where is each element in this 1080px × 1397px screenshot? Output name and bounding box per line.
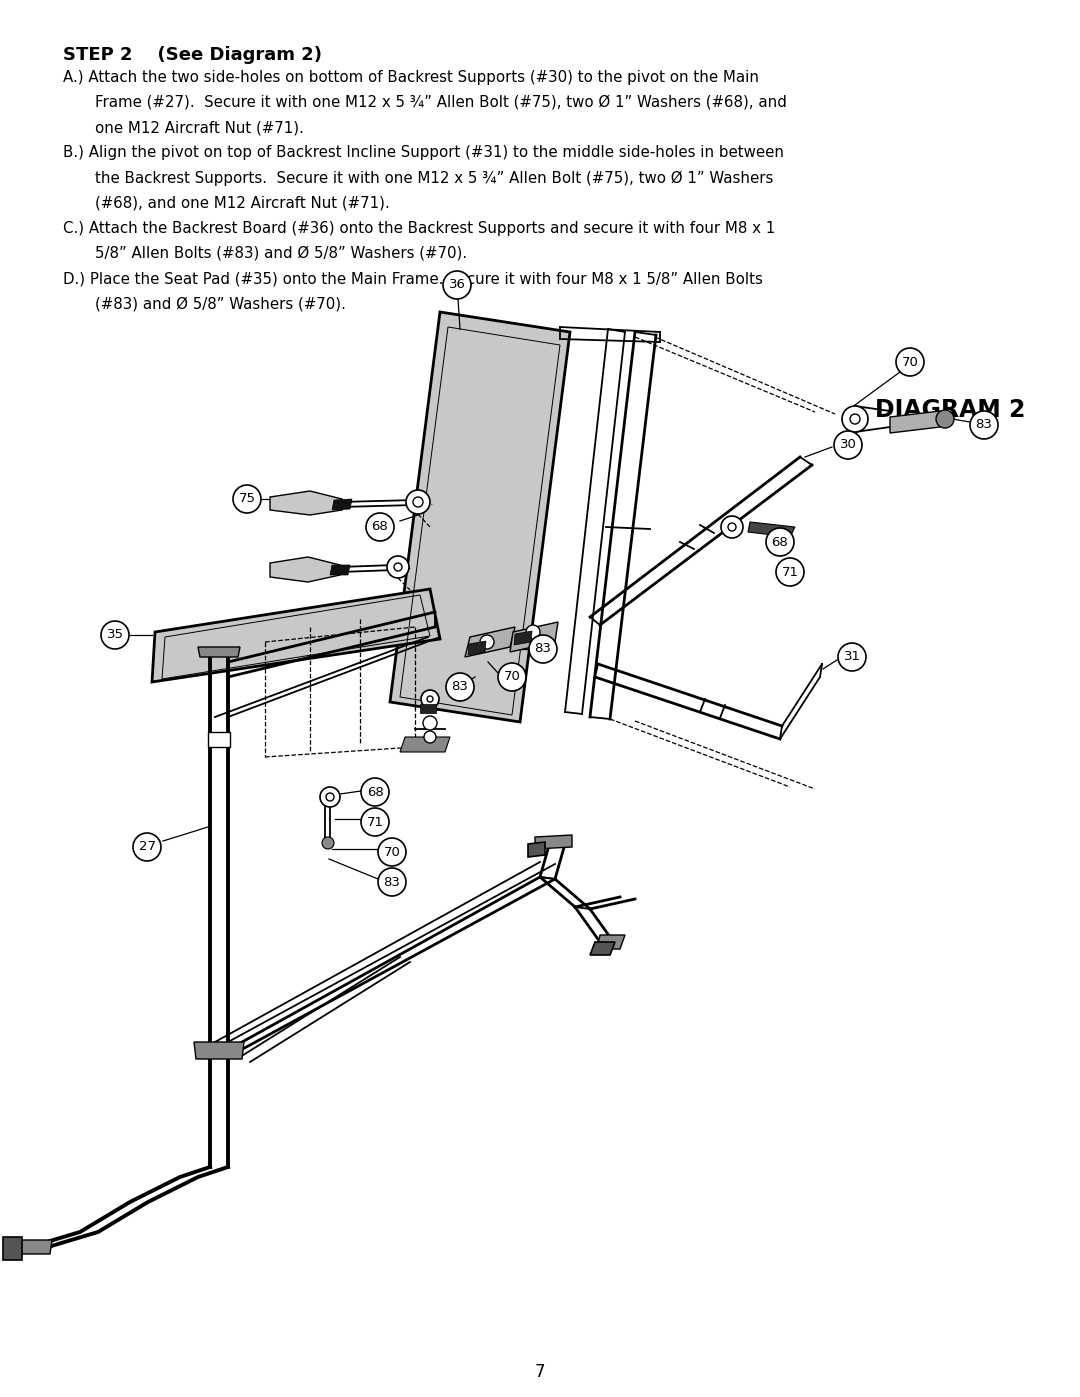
Polygon shape bbox=[528, 842, 545, 856]
Circle shape bbox=[406, 490, 430, 514]
Text: one M12 Aircraft Nut (#71).: one M12 Aircraft Nut (#71). bbox=[95, 120, 303, 136]
Circle shape bbox=[423, 717, 437, 731]
Circle shape bbox=[322, 837, 334, 849]
Polygon shape bbox=[330, 564, 350, 576]
Polygon shape bbox=[3, 1236, 22, 1260]
Text: A.) Attach the two side-holes on bottom of Backrest Supports (#30) to the pivot : A.) Attach the two side-holes on bottom … bbox=[63, 70, 758, 85]
Polygon shape bbox=[510, 622, 558, 652]
Text: 31: 31 bbox=[843, 651, 861, 664]
Circle shape bbox=[766, 528, 794, 556]
Text: 83: 83 bbox=[383, 876, 401, 888]
Circle shape bbox=[102, 622, 129, 650]
Circle shape bbox=[427, 696, 433, 703]
Circle shape bbox=[443, 271, 471, 299]
Polygon shape bbox=[420, 704, 436, 712]
Text: Frame (#27).  Secure it with one M12 x 5 ¾” Allen Bolt (#75), two Ø 1” Washers (: Frame (#27). Secure it with one M12 x 5 … bbox=[95, 95, 787, 110]
Text: 36: 36 bbox=[448, 278, 465, 292]
Polygon shape bbox=[332, 499, 352, 510]
Circle shape bbox=[777, 557, 804, 585]
Circle shape bbox=[896, 348, 924, 376]
Circle shape bbox=[728, 522, 735, 531]
Text: 70: 70 bbox=[503, 671, 521, 683]
Text: 7: 7 bbox=[535, 1363, 545, 1380]
Polygon shape bbox=[270, 557, 340, 583]
Polygon shape bbox=[208, 732, 230, 747]
Circle shape bbox=[446, 673, 474, 701]
Circle shape bbox=[366, 513, 394, 541]
Circle shape bbox=[721, 515, 743, 538]
Circle shape bbox=[413, 497, 423, 507]
Circle shape bbox=[936, 409, 954, 427]
Text: 70: 70 bbox=[902, 355, 918, 369]
Circle shape bbox=[529, 636, 557, 664]
Text: D.) Place the Seat Pad (#35) onto the Main Frame. Secure it with four M8 x 1 5/8: D.) Place the Seat Pad (#35) onto the Ma… bbox=[63, 271, 762, 286]
Text: 68: 68 bbox=[366, 785, 383, 799]
Text: 71: 71 bbox=[782, 566, 798, 578]
Polygon shape bbox=[597, 935, 625, 949]
Text: the Backrest Supports.  Secure it with one M12 x 5 ¾” Allen Bolt (#75), two Ø 1”: the Backrest Supports. Secure it with on… bbox=[95, 170, 773, 186]
Polygon shape bbox=[10, 1241, 52, 1255]
Text: 83: 83 bbox=[535, 643, 552, 655]
Text: (#68), and one M12 Aircraft Nut (#71).: (#68), and one M12 Aircraft Nut (#71). bbox=[95, 196, 390, 211]
Text: 27: 27 bbox=[138, 841, 156, 854]
Text: DIAGRAM 2: DIAGRAM 2 bbox=[875, 398, 1026, 422]
Text: 68: 68 bbox=[771, 535, 788, 549]
Circle shape bbox=[133, 833, 161, 861]
Circle shape bbox=[320, 787, 340, 807]
Polygon shape bbox=[590, 942, 615, 956]
Polygon shape bbox=[390, 312, 570, 722]
Circle shape bbox=[326, 793, 334, 800]
Polygon shape bbox=[748, 522, 795, 536]
Polygon shape bbox=[198, 647, 240, 657]
Polygon shape bbox=[468, 641, 486, 655]
Polygon shape bbox=[535, 835, 572, 849]
Text: 70: 70 bbox=[383, 845, 401, 859]
Circle shape bbox=[850, 414, 860, 425]
Polygon shape bbox=[514, 631, 532, 645]
Text: 5/8” Allen Bolts (#83) and Ø 5/8” Washers (#70).: 5/8” Allen Bolts (#83) and Ø 5/8” Washer… bbox=[95, 246, 468, 261]
Circle shape bbox=[970, 411, 998, 439]
Circle shape bbox=[526, 624, 540, 638]
Circle shape bbox=[498, 664, 526, 692]
Text: 83: 83 bbox=[975, 419, 993, 432]
Text: C.) Attach the Backrest Board (#36) onto the Backrest Supports and secure it wit: C.) Attach the Backrest Board (#36) onto… bbox=[63, 221, 774, 236]
Polygon shape bbox=[194, 1042, 244, 1059]
Circle shape bbox=[394, 563, 402, 571]
Circle shape bbox=[421, 690, 438, 708]
Text: 71: 71 bbox=[366, 816, 383, 828]
Polygon shape bbox=[465, 627, 515, 657]
Text: 75: 75 bbox=[239, 493, 256, 506]
Circle shape bbox=[361, 778, 389, 806]
Circle shape bbox=[378, 868, 406, 895]
Text: 30: 30 bbox=[839, 439, 856, 451]
Polygon shape bbox=[890, 411, 955, 433]
Text: (#83) and Ø 5/8” Washers (#70).: (#83) and Ø 5/8” Washers (#70). bbox=[95, 296, 346, 312]
Circle shape bbox=[834, 432, 862, 460]
Text: 35: 35 bbox=[107, 629, 123, 641]
Text: 68: 68 bbox=[372, 521, 389, 534]
Circle shape bbox=[480, 636, 494, 650]
Circle shape bbox=[378, 838, 406, 866]
Circle shape bbox=[233, 485, 261, 513]
Polygon shape bbox=[400, 738, 450, 752]
Text: STEP 2    (See Diagram 2): STEP 2 (See Diagram 2) bbox=[63, 46, 322, 64]
Circle shape bbox=[424, 731, 436, 743]
Circle shape bbox=[842, 407, 868, 432]
Text: 83: 83 bbox=[451, 680, 469, 693]
Circle shape bbox=[838, 643, 866, 671]
Polygon shape bbox=[152, 590, 440, 682]
Polygon shape bbox=[270, 490, 342, 515]
Circle shape bbox=[361, 807, 389, 835]
Circle shape bbox=[387, 556, 409, 578]
Text: B.) Align the pivot on top of Backrest Incline Support (#31) to the middle side-: B.) Align the pivot on top of Backrest I… bbox=[63, 145, 784, 161]
